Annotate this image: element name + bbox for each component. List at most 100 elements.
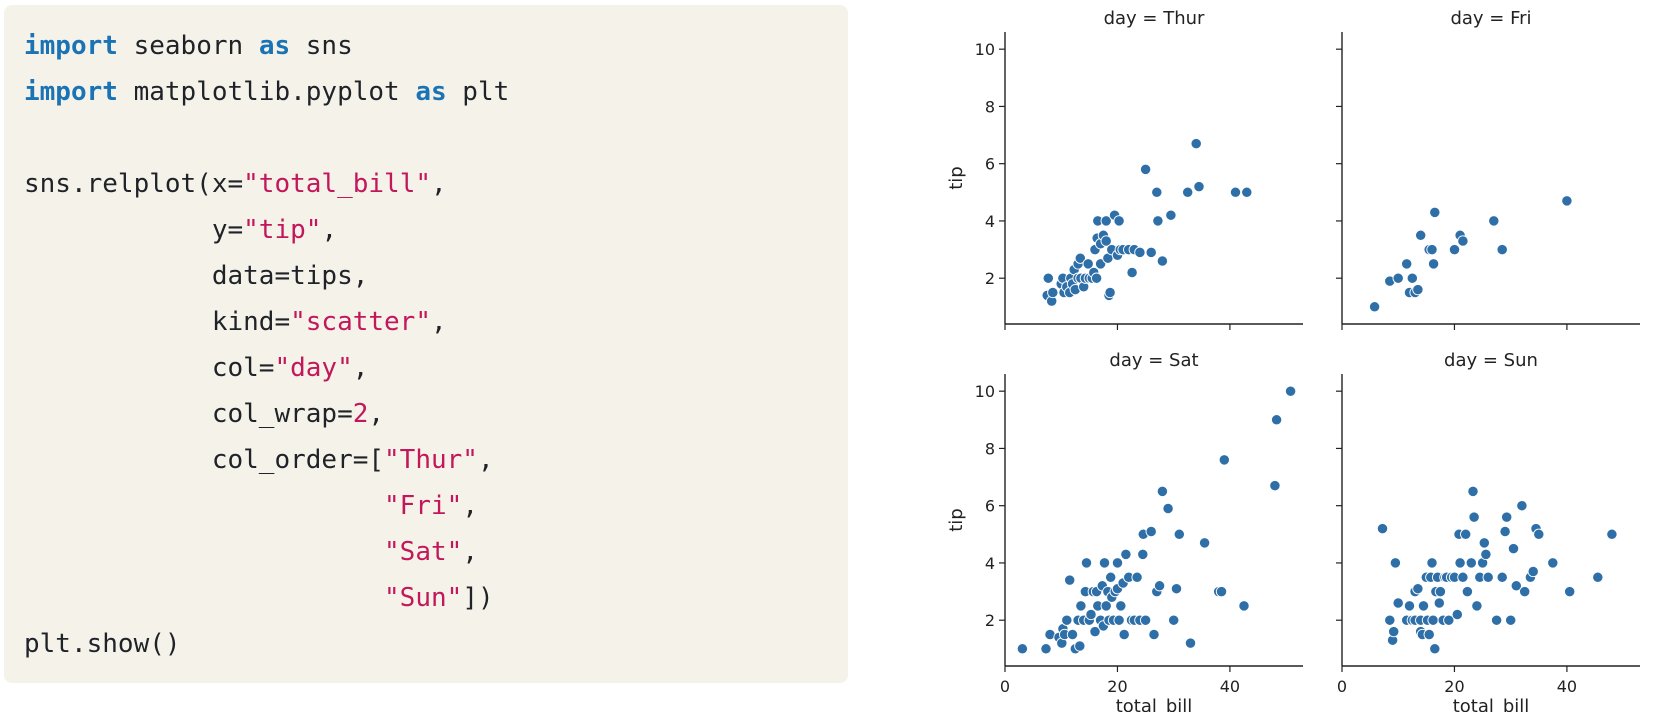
code-keyword: as bbox=[258, 31, 291, 61]
code-line: "Sun"]) bbox=[24, 575, 848, 621]
data-point bbox=[1427, 258, 1440, 270]
code-line: plt.show() bbox=[24, 621, 848, 667]
code-text: col_wrap= bbox=[24, 399, 353, 429]
y-axis-label: tip bbox=[946, 166, 967, 189]
data-point bbox=[1507, 542, 1520, 555]
y-tick-label: 10 bbox=[975, 382, 995, 401]
data-point bbox=[1238, 600, 1250, 612]
data-point bbox=[1561, 195, 1573, 207]
code-text: plt bbox=[446, 77, 510, 107]
code-text: , bbox=[368, 399, 385, 429]
facet-scatter-figure: 2 4 6 8 10 day = Thur tip day = Fri 2 4 6 8 10 0 20 40 d… bbox=[946, 8, 1640, 712]
code-text: matplotlib.pyplot bbox=[117, 77, 416, 107]
code-line: import seaborn as sns bbox=[24, 23, 848, 69]
data-point bbox=[1218, 454, 1230, 466]
code-line: col_order=["Thur", bbox=[24, 437, 848, 483]
data-point bbox=[1482, 571, 1494, 583]
facet-panel: 2 4 6 8 10 day = Thur tip bbox=[946, 8, 1303, 330]
data-point bbox=[1080, 557, 1093, 569]
data-point bbox=[1089, 625, 1101, 638]
data-point bbox=[1368, 301, 1381, 313]
data-point bbox=[1490, 614, 1503, 626]
data-point bbox=[1417, 600, 1430, 612]
data-point bbox=[1510, 580, 1522, 592]
data-point bbox=[1433, 597, 1445, 609]
code-text: kind= bbox=[24, 307, 291, 337]
data-point bbox=[1074, 252, 1086, 264]
data-point bbox=[1443, 614, 1455, 626]
data-point bbox=[1082, 258, 1094, 270]
code-string: "scatter" bbox=[290, 307, 431, 337]
code-text bbox=[24, 537, 384, 567]
code-line: data=tips, bbox=[24, 253, 848, 299]
data-point bbox=[1165, 209, 1177, 221]
data-point bbox=[1173, 528, 1185, 540]
code-line: import matplotlib.pyplot as plt bbox=[24, 69, 848, 115]
x-axis-label: total_bill bbox=[1453, 696, 1530, 712]
facet-panel: day = Fri bbox=[1336, 8, 1640, 330]
data-point bbox=[1388, 625, 1400, 638]
data-point bbox=[1131, 571, 1143, 583]
data-point bbox=[1153, 580, 1166, 592]
facet-panel: 2 4 6 8 10 0 20 40 day = Sat total_bill tip bbox=[946, 350, 1303, 712]
data-point bbox=[1229, 186, 1242, 198]
y-tick-label: 8 bbox=[985, 97, 995, 116]
code-text: sns bbox=[290, 31, 353, 61]
code-text: col_order=[ bbox=[24, 445, 385, 475]
code-text bbox=[24, 583, 384, 613]
code-number: 2 bbox=[352, 399, 369, 429]
data-point bbox=[1111, 557, 1124, 569]
y-tick-label: 2 bbox=[985, 269, 995, 288]
data-point bbox=[1415, 229, 1427, 241]
data-point bbox=[1016, 643, 1029, 655]
data-point bbox=[1139, 163, 1152, 176]
data-point bbox=[1100, 600, 1112, 612]
y-tick-label: 4 bbox=[985, 554, 995, 573]
data-point bbox=[1156, 255, 1169, 267]
facet-title: day = Thur bbox=[1104, 8, 1205, 29]
code-block: import seaborn as sns import matplotlib.p… bbox=[4, 5, 848, 667]
data-point bbox=[1151, 186, 1163, 198]
code-text: , bbox=[431, 169, 447, 199]
code-text: ]) bbox=[462, 583, 494, 613]
data-point bbox=[1270, 414, 1283, 426]
data-point bbox=[1468, 511, 1480, 523]
data-point bbox=[1105, 571, 1117, 583]
code-text: col= bbox=[24, 353, 275, 383]
data-point bbox=[1392, 597, 1404, 609]
data-point bbox=[1392, 272, 1404, 284]
data-point bbox=[1448, 243, 1461, 256]
data-point bbox=[1533, 528, 1545, 540]
data-point bbox=[1480, 548, 1492, 561]
code-string: "day" bbox=[274, 353, 353, 383]
data-point bbox=[1104, 286, 1116, 299]
code-string: "Sun" bbox=[384, 583, 463, 613]
x-tick-label: 20 bbox=[1107, 677, 1127, 696]
data-point bbox=[1145, 525, 1157, 538]
data-point bbox=[1156, 485, 1169, 498]
code-text: sns.relplot(x= bbox=[24, 169, 244, 199]
y-tick-label: 2 bbox=[985, 611, 995, 630]
data-point bbox=[1190, 137, 1202, 150]
data-point bbox=[1115, 600, 1127, 612]
data-point bbox=[1120, 548, 1132, 561]
data-point bbox=[1148, 628, 1160, 641]
code-line: col="day", bbox=[24, 345, 848, 391]
code-line: "Sat", bbox=[24, 529, 848, 575]
x-tick-label: 40 bbox=[1220, 677, 1240, 696]
data-point bbox=[1467, 485, 1479, 498]
data-point bbox=[1519, 585, 1531, 598]
data-point bbox=[1075, 600, 1087, 612]
facet-title: day = Sun bbox=[1444, 350, 1538, 371]
code-line bbox=[24, 115, 848, 161]
data-point bbox=[1113, 614, 1125, 626]
code-string: "Sat" bbox=[384, 537, 463, 567]
data-point bbox=[1074, 640, 1086, 652]
data-point bbox=[1145, 246, 1157, 259]
data-point bbox=[1193, 180, 1205, 193]
y-tick-label: 4 bbox=[985, 212, 995, 231]
code-string: "Thur" bbox=[384, 445, 478, 475]
data-point bbox=[1098, 557, 1111, 569]
code-text: , bbox=[352, 353, 369, 383]
code-keyword: import bbox=[24, 77, 118, 107]
